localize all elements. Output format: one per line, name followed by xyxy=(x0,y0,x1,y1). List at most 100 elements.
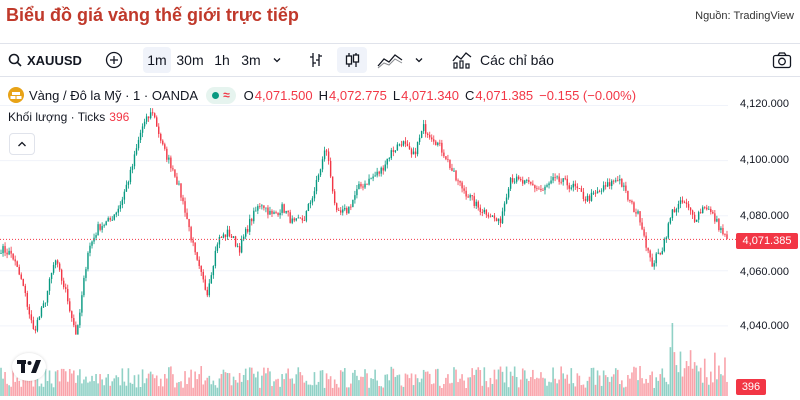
candle-body xyxy=(79,312,81,326)
volume-bar xyxy=(669,347,672,396)
volume-bar xyxy=(612,374,615,396)
symbol-search[interactable]: XAUUSD xyxy=(8,44,82,76)
volume-bar xyxy=(691,368,694,396)
candle-body xyxy=(505,197,508,204)
volume-bar xyxy=(398,374,401,396)
tradingview-logo-icon[interactable] xyxy=(12,353,46,381)
volume-bar xyxy=(319,370,322,396)
volume-bar xyxy=(147,373,150,396)
bar-style-icon xyxy=(310,53,322,67)
candle-body xyxy=(572,183,575,188)
compare-button[interactable] xyxy=(100,44,128,76)
volume-bar xyxy=(311,385,314,396)
candle-body xyxy=(91,241,93,246)
candle-body xyxy=(661,251,663,255)
volume-bar xyxy=(675,365,678,396)
gold-bars-icon xyxy=(10,92,22,99)
candle-body xyxy=(629,199,631,202)
candles-style-button[interactable] xyxy=(337,47,367,73)
volume-bar xyxy=(238,373,241,396)
candle-body xyxy=(596,191,599,194)
candle-body xyxy=(115,212,117,215)
candle-body xyxy=(75,325,77,335)
candle-body xyxy=(542,190,544,191)
candle-body xyxy=(453,170,455,172)
candle-body xyxy=(303,220,306,222)
screenshot-button[interactable] xyxy=(770,44,794,76)
volume-bar xyxy=(281,374,283,396)
volume-bar xyxy=(83,379,85,396)
candle-body xyxy=(85,269,87,278)
candle-body xyxy=(697,212,700,220)
volume-bar xyxy=(299,372,302,396)
candle-body xyxy=(558,176,560,182)
volume-bar xyxy=(283,379,285,396)
interval-30m[interactable]: 30m xyxy=(176,52,204,68)
candle-body xyxy=(477,201,479,208)
volume-bar xyxy=(50,383,53,396)
plus-circle-icon xyxy=(105,51,123,69)
candle-body xyxy=(447,159,449,160)
collapse-legend-button[interactable] xyxy=(9,133,35,155)
volume-bar xyxy=(2,378,4,396)
volume-bar xyxy=(64,371,67,396)
candle-body xyxy=(125,184,128,192)
candle-body xyxy=(208,283,211,296)
volume-bar xyxy=(404,373,407,396)
candle-body xyxy=(176,176,178,185)
candle-body xyxy=(675,208,678,213)
volume-bar xyxy=(28,371,31,396)
volume-bar xyxy=(378,385,380,396)
volume-bar xyxy=(125,385,128,396)
high-value: 4,072.775 xyxy=(329,87,387,103)
volume-bar xyxy=(602,370,605,396)
bars-style-button[interactable] xyxy=(302,44,330,76)
candle-body xyxy=(244,228,247,237)
candle-body xyxy=(249,218,251,232)
candle-body xyxy=(623,185,625,187)
candle-body xyxy=(8,250,10,255)
volume-bar xyxy=(493,369,496,396)
candle-body xyxy=(327,151,330,161)
price-chart[interactable] xyxy=(0,105,736,400)
chart-type-dropdown[interactable] xyxy=(410,44,428,76)
volume-bar xyxy=(14,381,16,396)
interval-dropdown[interactable] xyxy=(268,44,286,76)
candle-body xyxy=(550,180,552,184)
candle-body xyxy=(240,239,243,253)
candle-body xyxy=(544,186,546,191)
candle-body xyxy=(103,225,105,227)
indicators-button[interactable]: Các chỉ báo xyxy=(448,44,558,76)
candle-body xyxy=(164,144,166,149)
volume-bar xyxy=(716,379,718,396)
candle-body xyxy=(214,250,217,267)
interval-1h[interactable]: 1h xyxy=(214,52,230,68)
candle-body xyxy=(236,246,239,247)
candle-body xyxy=(109,218,111,220)
volume-bar xyxy=(91,375,93,396)
y-tick-label: 4,060.000 xyxy=(740,266,789,278)
volume-bar xyxy=(20,386,23,396)
candle-body xyxy=(50,272,53,280)
volume-bar xyxy=(546,385,548,396)
volume-bar xyxy=(453,367,455,396)
candle-body xyxy=(617,180,619,182)
volume-bar xyxy=(710,371,712,396)
candle-body xyxy=(131,166,134,170)
last-volume-tag: 396 xyxy=(736,379,766,395)
line-style-button[interactable] xyxy=(374,44,406,76)
candle-body xyxy=(160,133,162,141)
candle-body xyxy=(18,266,20,275)
candle-body xyxy=(524,180,526,184)
volume-bar xyxy=(62,368,65,396)
candle-body xyxy=(105,221,107,226)
interval-3m[interactable]: 3m xyxy=(241,52,261,68)
candle-body xyxy=(645,235,647,248)
volume-bar xyxy=(677,372,680,396)
market-status-pill[interactable]: ≈ xyxy=(206,86,236,104)
candle-body xyxy=(182,197,184,202)
volume-bar xyxy=(489,377,492,396)
interval-1m[interactable]: 1m xyxy=(143,47,171,73)
volume-bar xyxy=(481,385,484,396)
candle-body xyxy=(536,188,538,190)
